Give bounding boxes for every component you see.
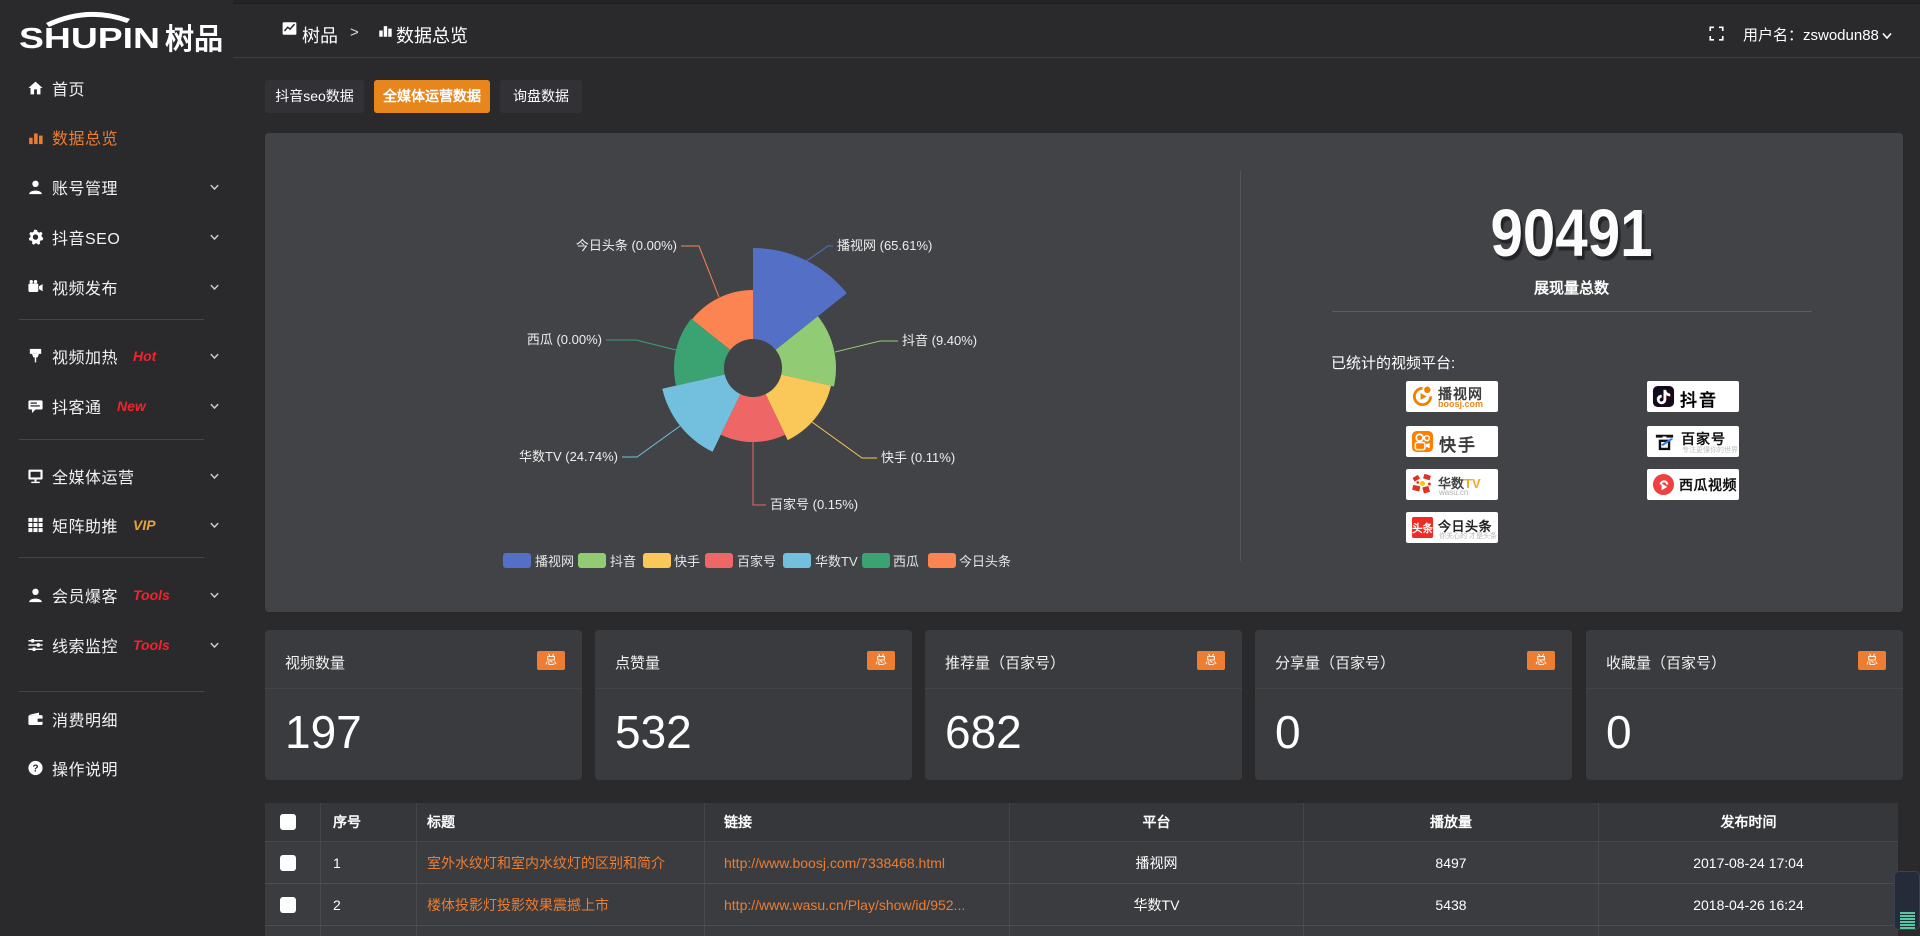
svg-text:头条: 头条 <box>1412 522 1434 535</box>
svg-text:播视网 (65.61%): 播视网 (65.61%) <box>837 238 932 253</box>
svg-text:华数TV (24.74%): 华数TV (24.74%) <box>519 449 618 464</box>
svg-text:快手 (0.11%): 快手 (0.11%) <box>881 450 955 465</box>
svg-text:华数TV: 华数TV <box>815 554 858 569</box>
svg-text:?: ? <box>32 764 38 775</box>
svg-text:树品: 树品 <box>165 23 223 53</box>
svg-text:百家号 (0.15%): 百家号 (0.15%) <box>770 497 858 512</box>
svg-text:西瓜 (0.00%): 西瓜 (0.00%) <box>527 332 602 347</box>
svg-text:今日头条: 今日头条 <box>959 554 1011 569</box>
svg-text:抖音: 抖音 <box>610 554 636 569</box>
svg-text:百家号: 百家号 <box>737 554 776 569</box>
svg-text:抖音 (9.40%): 抖音 (9.40%) <box>902 333 977 348</box>
svg-text:今日头条 (0.00%): 今日头条 (0.00%) <box>576 238 677 253</box>
svg-text:SHUPIN: SHUPIN <box>19 23 160 53</box>
svg-text:快手: 快手 <box>674 554 700 569</box>
svg-text:西瓜: 西瓜 <box>893 554 919 569</box>
svg-text:播视网: 播视网 <box>535 554 574 569</box>
